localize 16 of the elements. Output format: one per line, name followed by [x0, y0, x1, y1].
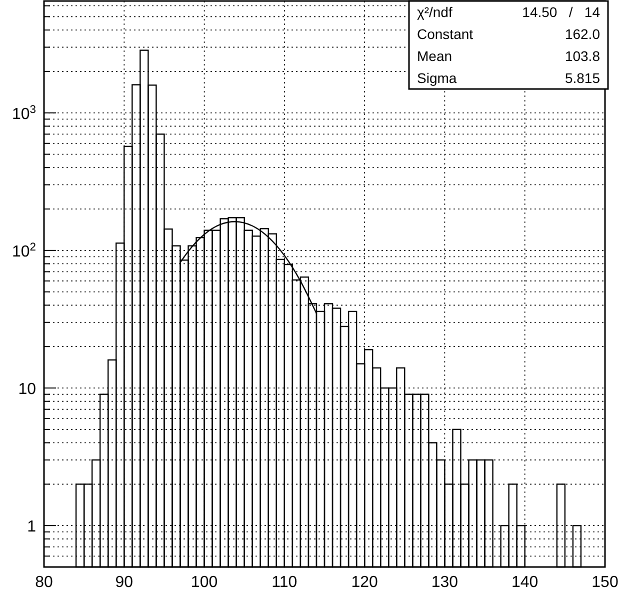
text: Mean 103.8	[417, 48, 600, 64]
text: χ²/ndf 14.50 / 14	[417, 4, 600, 20]
y-tick-label: 1	[27, 518, 36, 536]
x-tick-label: 90	[115, 574, 134, 591]
x-tick-label: 80	[35, 574, 53, 591]
y-tick-label: 10$^{2}$	[12, 241, 36, 260]
text: Sigma 5.815	[417, 70, 600, 86]
y-tick-label: 10$^{3}$	[12, 104, 36, 123]
y-tick-label: 10	[18, 381, 36, 398]
text: Constant 162.0	[417, 26, 600, 42]
x-tick-label: 100	[190, 574, 218, 591]
x-tick-label: 110	[272, 574, 298, 591]
x-tick-label: 120	[351, 574, 378, 591]
x-tick-label: 130	[431, 574, 458, 591]
x-tick-label: 140	[512, 574, 538, 591]
x-tick-label: 150	[592, 574, 618, 591]
